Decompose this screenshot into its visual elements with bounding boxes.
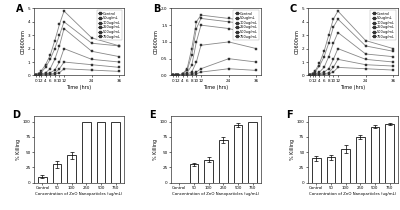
Bar <box>312 158 321 183</box>
Bar <box>111 122 120 183</box>
Bar <box>82 122 91 183</box>
Text: A: A <box>16 4 24 14</box>
Bar <box>248 122 257 183</box>
Text: C: C <box>290 4 297 14</box>
Bar <box>234 125 242 183</box>
Y-axis label: OD600nm: OD600nm <box>295 29 300 54</box>
Bar <box>327 157 335 183</box>
Bar <box>219 140 228 183</box>
Legend: Control, 50ug/mL, 100ug/mL, 250ug/mL, 500ug/mL, 750ug/mL: Control, 50ug/mL, 100ug/mL, 250ug/mL, 50… <box>96 10 122 40</box>
Y-axis label: % Killing: % Killing <box>153 139 158 160</box>
Text: D: D <box>12 110 20 120</box>
Legend: Control, 50ug/mL, 100ug/mL, 250ug/mL, 500ug/mL, 750ug/mL: Control, 50ug/mL, 100ug/mL, 250ug/mL, 50… <box>234 10 259 40</box>
Legend: Control, 50ug/mL, 100ug/mL, 250ug/mL, 500ug/mL, 750ug/mL: Control, 50ug/mL, 100ug/mL, 250ug/mL, 50… <box>370 10 396 40</box>
Bar <box>53 164 62 183</box>
Y-axis label: OD600nm: OD600nm <box>154 29 159 54</box>
X-axis label: Concentration of ZnO Nanoparticles (ug/mL): Concentration of ZnO Nanoparticles (ug/m… <box>36 192 123 196</box>
X-axis label: Concentration of ZnO Nanoparticles (ug/mL): Concentration of ZnO Nanoparticles (ug/m… <box>309 192 396 196</box>
X-axis label: Time (hrs): Time (hrs) <box>340 85 366 90</box>
Bar <box>67 155 76 183</box>
Text: B: B <box>153 4 160 14</box>
Y-axis label: % Killing: % Killing <box>290 139 294 160</box>
Bar <box>370 127 379 183</box>
X-axis label: Time (hrs): Time (hrs) <box>66 85 92 90</box>
Bar <box>385 124 394 183</box>
Text: E: E <box>149 110 156 120</box>
Bar <box>38 177 47 183</box>
Y-axis label: OD600nm: OD600nm <box>21 29 26 54</box>
Bar <box>97 122 105 183</box>
Bar <box>341 149 350 183</box>
Bar <box>356 137 365 183</box>
Text: F: F <box>286 110 293 120</box>
Bar <box>204 160 213 183</box>
X-axis label: Concentration of ZnO Nanoparticles (ug/mL): Concentration of ZnO Nanoparticles (ug/m… <box>172 192 260 196</box>
X-axis label: Time (hrs): Time (hrs) <box>204 85 228 90</box>
Y-axis label: % Killing: % Killing <box>16 139 21 160</box>
Bar <box>190 164 198 183</box>
